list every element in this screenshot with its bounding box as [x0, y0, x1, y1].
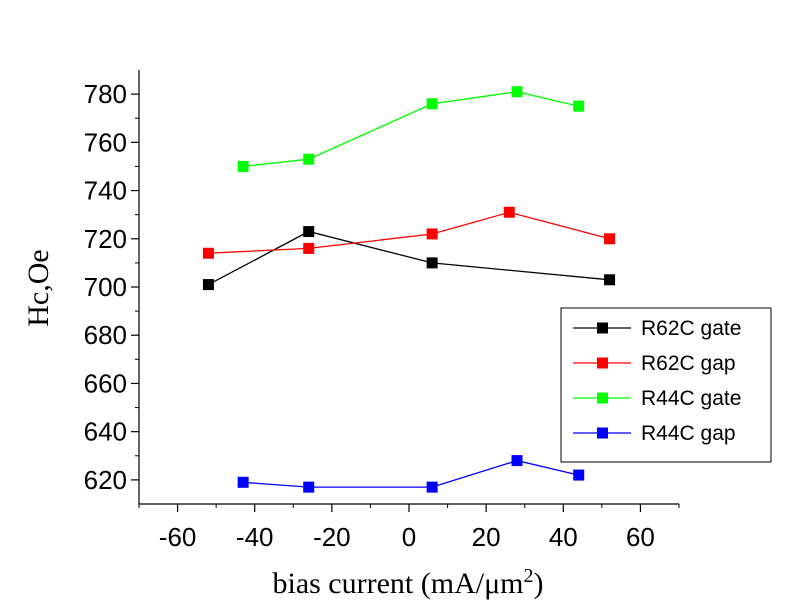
legend-entry: R44C gap: [573, 422, 736, 445]
legend-label: R62C gap: [641, 352, 736, 375]
x-tick-label: -60: [159, 522, 197, 552]
data-point: [426, 257, 438, 269]
data-point: [303, 481, 315, 493]
data-point: [426, 98, 438, 110]
legend: R62C gate R62C gap R44C gate R44C gap: [560, 307, 772, 463]
data-point: [573, 469, 585, 481]
y-tick-label: 640: [84, 417, 127, 447]
legend-marker: [597, 427, 608, 439]
y-tick-label: 740: [84, 176, 127, 206]
axes: 620 640 660 680 700 720 740 760 780 -60 -40 -20 0 20 4…: [84, 70, 680, 552]
y-axis-title: Hc,Oe: [22, 249, 55, 326]
y-tick-label: 780: [84, 79, 127, 109]
legend-marker: [597, 322, 608, 334]
series-line: [208, 230, 610, 286]
series-2: [237, 86, 585, 172]
x-tick-label: 20: [472, 522, 501, 552]
series-line: [243, 459, 579, 488]
legend-marker: [597, 392, 608, 404]
legend-entry: R62C gap: [573, 352, 736, 375]
data-point: [303, 226, 315, 238]
legend-entry: R62C gate: [573, 317, 741, 340]
data-point: [303, 242, 315, 254]
legend-label: R44C gate: [641, 387, 741, 410]
x-axis-title-main: bias current (mA/μm: [272, 567, 523, 600]
data-point: [503, 206, 515, 218]
series-3: [237, 455, 585, 493]
data-point: [202, 247, 214, 259]
x-axis-title-superscript: 2: [524, 565, 534, 587]
y-tick-label: 760: [84, 127, 127, 157]
data-point: [237, 160, 249, 172]
data-point: [604, 274, 616, 286]
legend-box: [560, 307, 772, 463]
y-tick-label: 700: [84, 272, 127, 302]
data-point: [202, 279, 214, 291]
y-tick-label: 720: [84, 224, 127, 254]
series-line: [208, 211, 610, 254]
x-tick-label: 0: [402, 522, 416, 552]
x-axis-title: bias current (mA/μm2): [272, 565, 543, 600]
series-0: [202, 226, 616, 291]
data-point: [426, 228, 438, 240]
data-point: [573, 100, 585, 112]
y-tick-label: 620: [84, 465, 127, 495]
data-point: [426, 481, 438, 493]
data-point: [511, 86, 523, 98]
data-point: [237, 476, 249, 488]
x-tick-label: -40: [236, 522, 274, 552]
data-point: [303, 153, 315, 165]
x-tick-label: 40: [549, 522, 578, 552]
legend-marker: [597, 357, 608, 369]
y-tick-label: 660: [84, 368, 127, 398]
legend-entry: R44C gate: [573, 387, 741, 410]
series-1: [202, 206, 616, 259]
x-tick-label: 60: [626, 522, 655, 552]
legend-label: R62C gate: [641, 317, 741, 340]
y-tick-label: 680: [84, 320, 127, 350]
x-axis-title-end: ): [534, 567, 544, 600]
legend-label: R44C gap: [641, 422, 736, 445]
data-point: [511, 455, 523, 467]
series-layer: [202, 86, 616, 493]
data-point: [604, 233, 616, 245]
series-line: [243, 91, 579, 168]
x-tick-label: -20: [313, 522, 351, 552]
